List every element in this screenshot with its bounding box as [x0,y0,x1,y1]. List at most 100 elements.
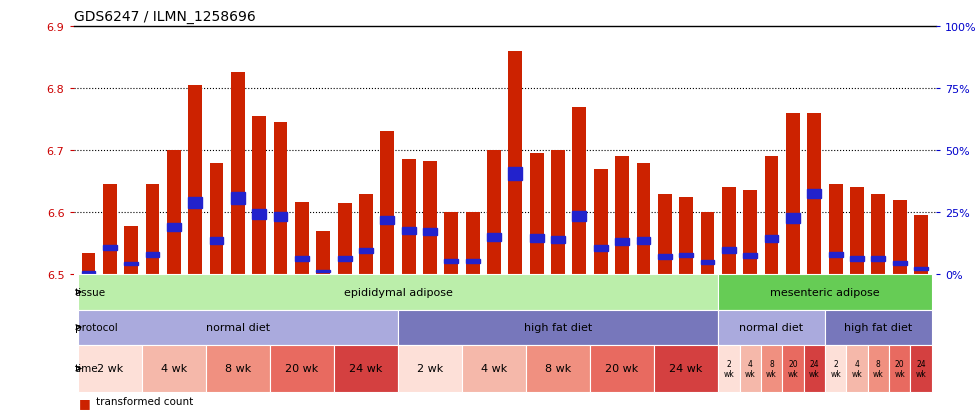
Bar [210,163,223,275]
Text: 2 wk: 2 wk [416,363,443,374]
Bar [526,345,590,392]
Text: epididymal adipose: epididymal adipose [344,287,453,297]
Text: 24
wk: 24 wk [808,359,819,378]
Bar [487,234,501,241]
Text: 20
wk: 20 wk [894,359,905,378]
Bar [808,189,821,199]
Bar [615,157,629,275]
Bar [850,256,863,261]
Bar [808,114,821,275]
Bar [252,117,267,275]
Bar [740,345,760,392]
Bar [231,192,245,204]
Bar [423,162,437,275]
Bar [338,257,352,261]
Bar [402,228,416,235]
Bar [77,345,142,392]
Bar [530,235,544,242]
Text: 2 wk: 2 wk [97,363,122,374]
Bar [658,194,671,275]
Bar [722,188,736,275]
Bar [847,345,867,392]
Bar [444,213,459,275]
Bar [825,345,847,392]
Text: 8
wk: 8 wk [873,359,884,378]
Bar [914,216,928,275]
Text: high fat diet: high fat diet [524,322,592,332]
Text: 20
wk: 20 wk [788,359,799,378]
Bar [146,252,160,258]
Bar [81,272,95,274]
Bar [273,212,287,221]
Bar [103,245,117,250]
Bar [146,185,160,275]
Bar [317,231,330,275]
Bar [637,238,651,244]
Bar [359,194,372,275]
Bar [380,216,394,225]
Bar [718,345,740,392]
Bar [764,157,778,275]
Bar [334,345,398,392]
Bar [658,254,671,259]
Bar [893,261,907,266]
Bar [77,310,398,345]
Bar [167,224,180,231]
Text: 2
wk: 2 wk [723,359,734,378]
Bar [893,200,907,275]
Text: 8
wk: 8 wk [766,359,777,378]
Text: normal diet: normal diet [740,322,804,332]
Text: 24
wk: 24 wk [915,359,926,378]
Bar [764,236,778,243]
Bar [77,275,718,310]
Text: ■: ■ [78,396,90,409]
Bar [398,345,462,392]
Bar [722,248,736,253]
Text: mesenteric adipose: mesenteric adipose [770,287,880,297]
Text: high fat diet: high fat diet [844,322,912,332]
Bar [594,169,608,275]
Bar [423,228,437,235]
Bar [210,238,223,244]
Bar [359,248,372,253]
Bar [867,345,889,392]
Text: 4 wk: 4 wk [161,363,187,374]
Bar [718,275,932,310]
Text: 20 wk: 20 wk [606,363,639,374]
Text: normal diet: normal diet [206,322,270,332]
Text: 8 wk: 8 wk [224,363,251,374]
Bar [825,310,932,345]
Bar [889,345,910,392]
Bar [718,310,825,345]
Bar [167,151,180,275]
Bar [743,191,758,275]
Bar [398,310,718,345]
Text: 8 wk: 8 wk [545,363,571,374]
Text: transformed count: transformed count [96,396,193,406]
Text: 24 wk: 24 wk [669,363,703,374]
Bar [295,256,309,261]
Bar [466,213,479,275]
Bar [295,202,309,275]
Bar [701,213,714,275]
Bar [743,254,758,259]
Text: 4
wk: 4 wk [852,359,862,378]
Bar [701,261,714,264]
Bar [850,188,863,275]
Bar [509,52,522,275]
Bar [402,160,416,275]
Bar [252,210,267,219]
Bar [462,345,526,392]
Bar [637,163,651,275]
Bar [871,256,885,261]
Bar [782,345,804,392]
Text: GDS6247 / ILMN_1258696: GDS6247 / ILMN_1258696 [74,10,255,24]
Bar [590,345,654,392]
Text: time: time [74,363,98,374]
Bar [829,252,843,258]
Bar [679,253,693,258]
Bar [679,197,693,275]
Bar [188,86,202,275]
Bar [231,74,245,275]
Text: 4 wk: 4 wk [481,363,508,374]
